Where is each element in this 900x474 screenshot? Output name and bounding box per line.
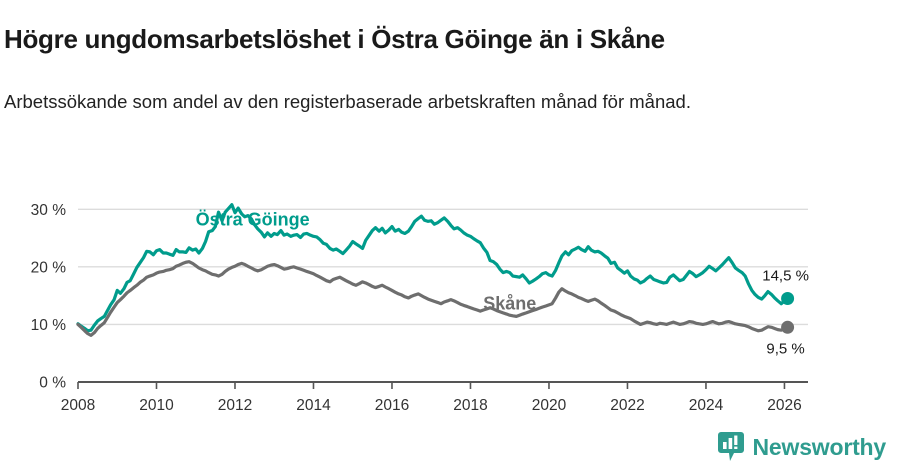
page-subtitle: Arbetssökande som andel av den registerb… [4,90,691,112]
y-axis-tick-label: 30 % [31,202,67,219]
bar-chart-bubble-icon [717,432,744,461]
end-value-label-ostra-goinge: 14,5 % [762,268,809,285]
chart-canvas: 0 % 10 % 20 % 30 % 2008 2010 2012 2014 2016 2018 2… [31,202,809,414]
newsworthy-logo[interactable]: Newsworthy [717,432,887,462]
chart-footer: Newsworthy [0,428,900,474]
y-axis-tick-label: 10 % [31,317,67,334]
x-axis-tick-label: 2022 [610,397,644,414]
series-name-label-ostra-goinge: Östra Göinge [196,209,310,229]
x-axis-tick-label: 2014 [296,397,331,414]
x-axis-tick-label: 2012 [218,397,252,414]
series-end-dot-ostra-goinge [781,292,795,306]
x-axis-tick-label: 2024 [689,397,724,414]
series-end-dot-skane [781,320,795,334]
line-chart: 0 % 10 % 20 % 30 % 2008 2010 2012 2014 2016 2018 2… [0,160,900,425]
newsworthy-wordmark: Newsworthy [752,433,887,460]
series-name-label-skane: Skåne [483,293,536,313]
y-axis-tick-label: 20 % [31,259,67,276]
x-axis-tick-label: 2018 [453,397,487,414]
end-value-label-skane: 9,5 % [766,340,804,357]
x-axis-tick-label: 2020 [532,397,567,414]
y-axis-tick-label: 0 % [39,375,66,392]
series-line-skane [76,260,790,337]
x-axis-tick-label: 2026 [767,397,801,414]
x-axis-tick-label: 2008 [61,397,95,414]
x-axis-tick-label: 2010 [139,397,174,414]
series-line-ostra-goinge [76,203,790,333]
page-title: Högre ungdomsarbetslöshet i Östra Göinge… [4,24,665,55]
x-axis-tick-label: 2016 [375,397,409,414]
